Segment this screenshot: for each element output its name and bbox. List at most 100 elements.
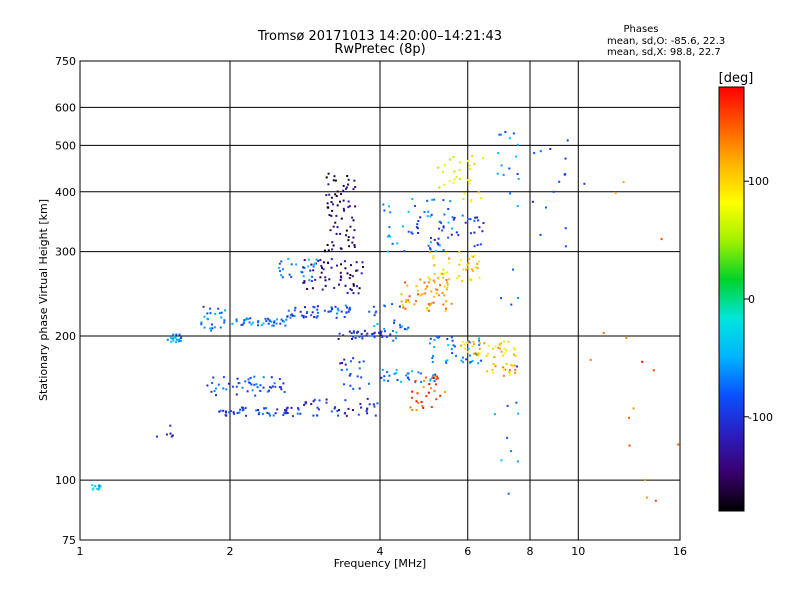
data-point xyxy=(448,257,450,260)
data-point xyxy=(447,221,450,224)
data-point xyxy=(373,405,376,408)
data-point xyxy=(426,215,429,218)
data-point xyxy=(276,408,279,411)
data-point xyxy=(455,354,457,357)
data-point xyxy=(483,342,486,345)
data-point xyxy=(220,316,223,319)
data-point xyxy=(469,277,471,280)
data-point xyxy=(360,376,363,379)
data-point xyxy=(415,285,418,288)
data-point xyxy=(417,371,420,374)
data-point xyxy=(311,275,314,278)
data-point xyxy=(282,414,285,416)
data-point xyxy=(434,383,437,386)
data-point xyxy=(328,310,331,313)
data-point xyxy=(387,379,390,382)
data-point xyxy=(493,356,496,359)
data-point xyxy=(361,335,364,338)
data-point xyxy=(213,326,216,329)
data-point xyxy=(373,325,376,328)
data-point xyxy=(302,316,305,319)
data-point xyxy=(361,261,364,264)
data-point xyxy=(357,292,360,295)
data-point xyxy=(437,243,440,246)
data-point xyxy=(533,151,536,154)
data-point xyxy=(251,389,254,392)
data-point xyxy=(476,262,479,265)
data-point xyxy=(423,281,426,284)
data-point xyxy=(471,345,474,348)
data-point xyxy=(278,266,281,269)
data-point xyxy=(360,272,363,275)
data-point xyxy=(500,133,502,136)
data-point xyxy=(479,243,482,246)
data-point xyxy=(436,242,439,245)
data-point xyxy=(352,357,355,360)
data-point xyxy=(429,379,432,382)
data-point xyxy=(156,435,158,438)
data-point xyxy=(287,257,290,260)
data-point xyxy=(351,275,354,278)
data-point xyxy=(429,237,432,239)
data-point xyxy=(417,401,420,404)
data-point xyxy=(333,175,336,178)
data-point xyxy=(512,132,515,135)
data-point xyxy=(506,404,509,407)
data-point xyxy=(280,274,283,277)
colorbar xyxy=(718,86,745,512)
data-point xyxy=(350,264,352,267)
stats-x-line: mean, sd,X: 98.8, 22.7 xyxy=(607,47,721,58)
data-point xyxy=(266,390,269,393)
data-point xyxy=(286,406,289,409)
data-point xyxy=(255,383,258,386)
data-point xyxy=(278,378,281,380)
data-point xyxy=(451,339,454,342)
data-point xyxy=(417,289,419,292)
data-point xyxy=(210,390,213,393)
data-point xyxy=(327,172,330,175)
data-point xyxy=(218,312,221,315)
data-point xyxy=(486,370,489,373)
data-point xyxy=(321,288,324,291)
data-point xyxy=(361,337,364,340)
data-point xyxy=(368,403,371,406)
data-point xyxy=(306,310,309,313)
data-point xyxy=(427,303,430,306)
data-point xyxy=(288,273,291,276)
data-point xyxy=(426,307,429,309)
data-point xyxy=(338,409,340,411)
data-point xyxy=(345,311,348,314)
data-point xyxy=(472,340,475,343)
data-point xyxy=(310,263,313,266)
data-point xyxy=(446,359,449,362)
data-point xyxy=(325,176,328,179)
data-point xyxy=(348,374,351,377)
data-point xyxy=(517,297,519,299)
data-point xyxy=(376,323,379,325)
data-point xyxy=(452,218,455,221)
data-point xyxy=(505,349,508,352)
data-point xyxy=(200,323,203,326)
data-point xyxy=(448,262,451,265)
y-tick-label: 75 xyxy=(62,534,76,547)
data-point xyxy=(336,410,339,413)
data-point xyxy=(407,210,410,213)
data-point xyxy=(469,232,472,235)
data-point xyxy=(437,336,440,339)
data-point xyxy=(349,225,352,228)
data-point xyxy=(321,266,323,269)
data-point xyxy=(343,260,346,263)
data-point xyxy=(352,409,354,411)
data-point xyxy=(172,339,175,342)
data-point xyxy=(335,316,338,319)
data-point xyxy=(340,368,343,371)
data-point xyxy=(514,348,517,351)
data-point xyxy=(349,373,352,375)
data-point xyxy=(396,379,399,381)
data-point xyxy=(498,343,501,346)
data-point xyxy=(368,310,371,313)
data-point xyxy=(445,251,447,254)
colorbar-label: [deg] xyxy=(719,71,754,86)
data-point xyxy=(423,211,426,213)
